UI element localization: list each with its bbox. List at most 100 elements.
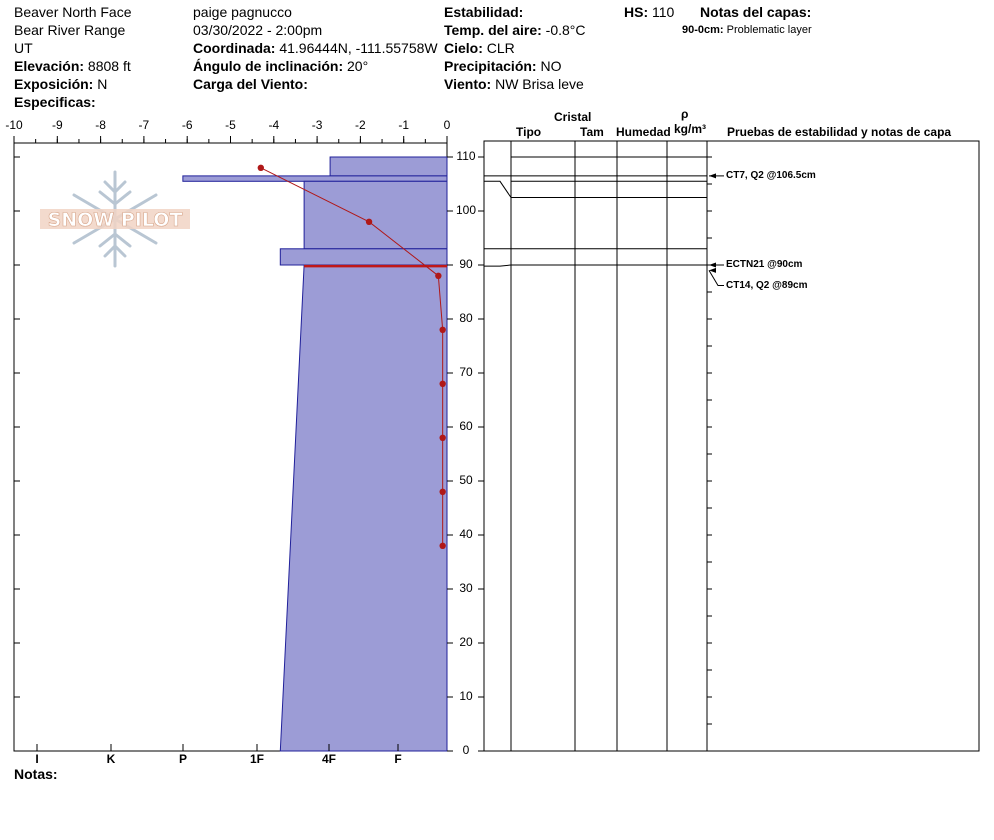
moisture-header: Humedad xyxy=(616,125,671,139)
observer-name: paige pagnucco xyxy=(193,4,292,20)
temp-tick-label: -10 xyxy=(5,118,23,132)
elevation-label: Elevación: xyxy=(14,58,85,74)
stability-label: Estabilidad: xyxy=(444,4,524,20)
temperature-line xyxy=(260,167,444,546)
snow-height: HS: 110 xyxy=(624,4,674,20)
hardness-layer xyxy=(182,175,448,182)
hardness-tick-label: K xyxy=(106,752,116,766)
temp-tick-label: -7 xyxy=(138,118,150,132)
air-temperature-value: -0.8°C xyxy=(545,22,586,38)
coordinates: Coordinada: 41.96444N, -111.55758W xyxy=(193,40,438,56)
temp-tick-label: -6 xyxy=(181,118,193,132)
temp-tick-label: -3 xyxy=(311,118,323,132)
temperature-point xyxy=(365,218,373,225)
temperature-point xyxy=(439,434,446,441)
depth-tick-label: 80 xyxy=(459,311,473,325)
notes-label: Notas: xyxy=(14,766,58,782)
temperature-point xyxy=(439,488,446,495)
layer-note: 90-0cm: Problematic layer xyxy=(682,24,812,36)
hardness-tick-label: F xyxy=(394,752,402,766)
stability-test-label: CT7, Q2 @106.5cm xyxy=(726,169,816,181)
density-rho-header: ρ xyxy=(681,107,689,121)
layer-connector xyxy=(484,180,512,198)
location-name: Beaver North Face xyxy=(14,4,132,20)
wind-value: NW Brisa leve xyxy=(495,76,584,92)
sky-value: CLR xyxy=(486,40,515,56)
temp-tick-label: -2 xyxy=(355,118,366,132)
stability-tests-header: Pruebas de estabilidad y notas de capa xyxy=(727,125,952,139)
elevation: Elevación: 8808 ft xyxy=(14,58,131,74)
depth-tick-label: 30 xyxy=(459,581,473,595)
slope-angle-value: 20° xyxy=(347,58,369,74)
sky: Cielo: CLR xyxy=(444,40,515,56)
hardness-layer xyxy=(329,156,448,177)
depth-tick-label: 100 xyxy=(455,203,477,217)
temperature-point xyxy=(439,326,446,333)
coordinates-label: Coordinada: xyxy=(193,40,276,56)
crystal-header: Cristal xyxy=(554,110,592,124)
precipitation-value: NO xyxy=(540,58,562,74)
density-unit-header: kg/m³ xyxy=(674,122,707,136)
test-leader-line xyxy=(708,270,724,287)
depth-tick-label: 60 xyxy=(459,419,473,433)
test-arrow xyxy=(709,267,716,273)
mountain-range: Bear River Range xyxy=(14,22,126,38)
depth-tick-label: 50 xyxy=(459,473,473,487)
hardness-tick-label: 4F xyxy=(321,752,337,766)
watermark-text: SNOW PILOT xyxy=(48,209,183,231)
size-header: Tam xyxy=(580,125,604,139)
aspect: Exposición: N xyxy=(14,76,107,92)
hardness-tick-label: P xyxy=(178,752,188,766)
depth-tick-label: 110 xyxy=(456,149,476,163)
wind-load-label: Carga del Viento: xyxy=(193,76,308,92)
type-header: Tipo xyxy=(516,125,542,139)
layer-connector xyxy=(484,264,512,267)
layer-note-text: Problematic layer xyxy=(726,24,812,36)
test-arrow xyxy=(709,173,716,179)
temp-tick-label: -5 xyxy=(225,118,236,132)
depth-tick-label: 90 xyxy=(459,257,473,271)
depth-tick-label: 10 xyxy=(459,689,473,703)
table-column-dividers xyxy=(510,141,708,751)
temp-tick-label: -9 xyxy=(51,118,63,132)
layer-notes-label: Notas del capas: xyxy=(700,4,812,20)
depth-tick-label: 20 xyxy=(459,635,473,649)
hardness-tick-label: I xyxy=(35,752,39,766)
temp-tick-label: 0 xyxy=(443,118,451,132)
stability-test-label: CT14, Q2 @89cm xyxy=(726,279,808,291)
sky-label: Cielo: xyxy=(444,40,483,56)
stability-test-label: ECTN21 @90cm xyxy=(726,259,803,270)
layer-note-depth: 90-0cm: xyxy=(682,24,724,36)
observation-datetime: 03/30/2022 - 2:00pm xyxy=(193,22,323,38)
aspect-value: N xyxy=(97,76,108,92)
precipitation: Precipitación: NO xyxy=(444,58,561,74)
coordinates-value: 41.96444N, -111.55758W xyxy=(279,40,438,56)
test-arrow xyxy=(709,262,716,268)
depth-tick-label: 0 xyxy=(462,743,470,757)
temperature-point xyxy=(439,542,446,549)
snow-height-label: HS: xyxy=(624,4,649,20)
temp-tick-label: -1 xyxy=(398,118,410,132)
elevation-value: 8808 ft xyxy=(87,58,131,74)
wind-label: Viento: xyxy=(444,76,492,92)
precipitation-label: Precipitación: xyxy=(444,58,537,74)
temp-tick-label: -4 xyxy=(268,118,280,132)
temperature-point xyxy=(439,380,446,387)
slope-angle: Ángulo de inclinación: 20° xyxy=(193,58,368,74)
air-temperature: Temp. del aire: -0.8°C xyxy=(444,22,586,38)
hardness-layer xyxy=(279,264,448,752)
hardness-tick-label: 1F xyxy=(249,752,265,766)
temp-tick-label: -8 xyxy=(95,118,106,132)
air-temperature-label: Temp. del aire: xyxy=(444,22,542,38)
depth-tick-label: 70 xyxy=(459,365,473,379)
hardness-layer xyxy=(303,180,448,250)
temperature-point xyxy=(435,272,442,279)
watermark-band xyxy=(40,209,190,229)
aspect-label: Exposición: xyxy=(14,76,94,92)
slope-angle-label: Ángulo de inclinación: xyxy=(193,58,344,74)
wind: Viento: NW Brisa leve xyxy=(444,76,584,92)
crystal-table-frame xyxy=(483,140,980,752)
state: UT xyxy=(14,40,33,56)
snow-pilot-watermark: SNOW PILOT xyxy=(40,170,190,268)
